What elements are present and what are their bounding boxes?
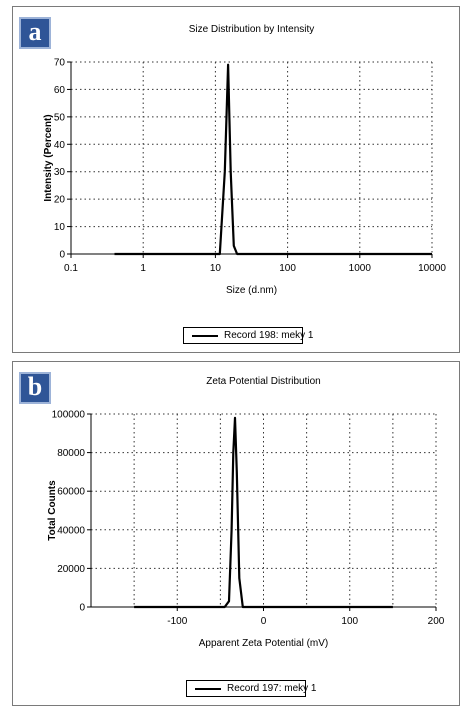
y-axis-label: Intensity (Percent) — [43, 114, 54, 201]
x-tick-label: 100 — [341, 616, 358, 627]
chart-title: Size Distribution by Intensity — [189, 24, 315, 35]
y-tick-label: 50 — [54, 112, 66, 123]
y-tick-label: 70 — [54, 58, 66, 69]
y-tick-label: 60000 — [57, 487, 85, 498]
y-tick-label: 0 — [79, 603, 85, 614]
legend: Record 197: meky 1 — [186, 680, 317, 697]
x-tick-label: 0.1 — [64, 263, 78, 274]
y-tick-label: 80000 — [57, 448, 85, 459]
chart-panel-a: a Size Distribution by Intensity 0 10 20 30 4… — [12, 6, 460, 353]
x-tick-label: 1000 — [349, 263, 372, 274]
size-distribution-chart: Size Distribution by Intensity 0 10 20 30 40 5… — [43, 24, 446, 296]
y-tick-label: 10 — [54, 222, 66, 233]
x-tick-label: 0 — [261, 616, 267, 627]
zeta-potential-chart: Zeta Potential Distribution 0 20000 40000 60… — [47, 376, 445, 649]
x-tick-label: 10000 — [418, 263, 446, 274]
panel-label-badge: b — [19, 372, 51, 404]
y-tick-label: 20000 — [57, 564, 85, 575]
chart-title: Zeta Potential Distribution — [206, 376, 321, 387]
legend-label: Record 197: meky 1 — [227, 683, 317, 694]
series-line — [114, 63, 432, 256]
y-axis-label: Total Counts — [47, 480, 58, 541]
y-tick-label: 30 — [54, 167, 66, 178]
x-tick-label: 200 — [428, 616, 445, 627]
x-tick-label: -100 — [167, 616, 187, 627]
series-line — [134, 416, 393, 609]
chart-panel-b: b Zeta Potential Distribution 0 20000 40000… — [12, 361, 460, 706]
x-axis-label: Apparent Zeta Potential (mV) — [199, 638, 329, 649]
y-tick-label: 40000 — [57, 525, 85, 536]
legend-label: Record 198: meky 1 — [224, 330, 314, 341]
x-tick-label: 10 — [210, 263, 222, 274]
panel-label-badge: a — [19, 17, 51, 49]
x-tick-label: 100 — [279, 263, 296, 274]
x-tick-label: 1 — [140, 263, 146, 274]
y-tick-label: 60 — [54, 85, 66, 96]
x-axis-label: Size (d.nm) — [226, 285, 277, 296]
legend-line-swatch — [195, 688, 221, 690]
y-tick-label: 40 — [54, 140, 66, 151]
y-tick-label: 0 — [59, 250, 65, 261]
legend-line-swatch — [192, 335, 218, 337]
y-tick-label: 100000 — [52, 410, 86, 421]
y-tick-label: 20 — [54, 195, 66, 206]
legend: Record 198: meky 1 — [183, 327, 314, 344]
